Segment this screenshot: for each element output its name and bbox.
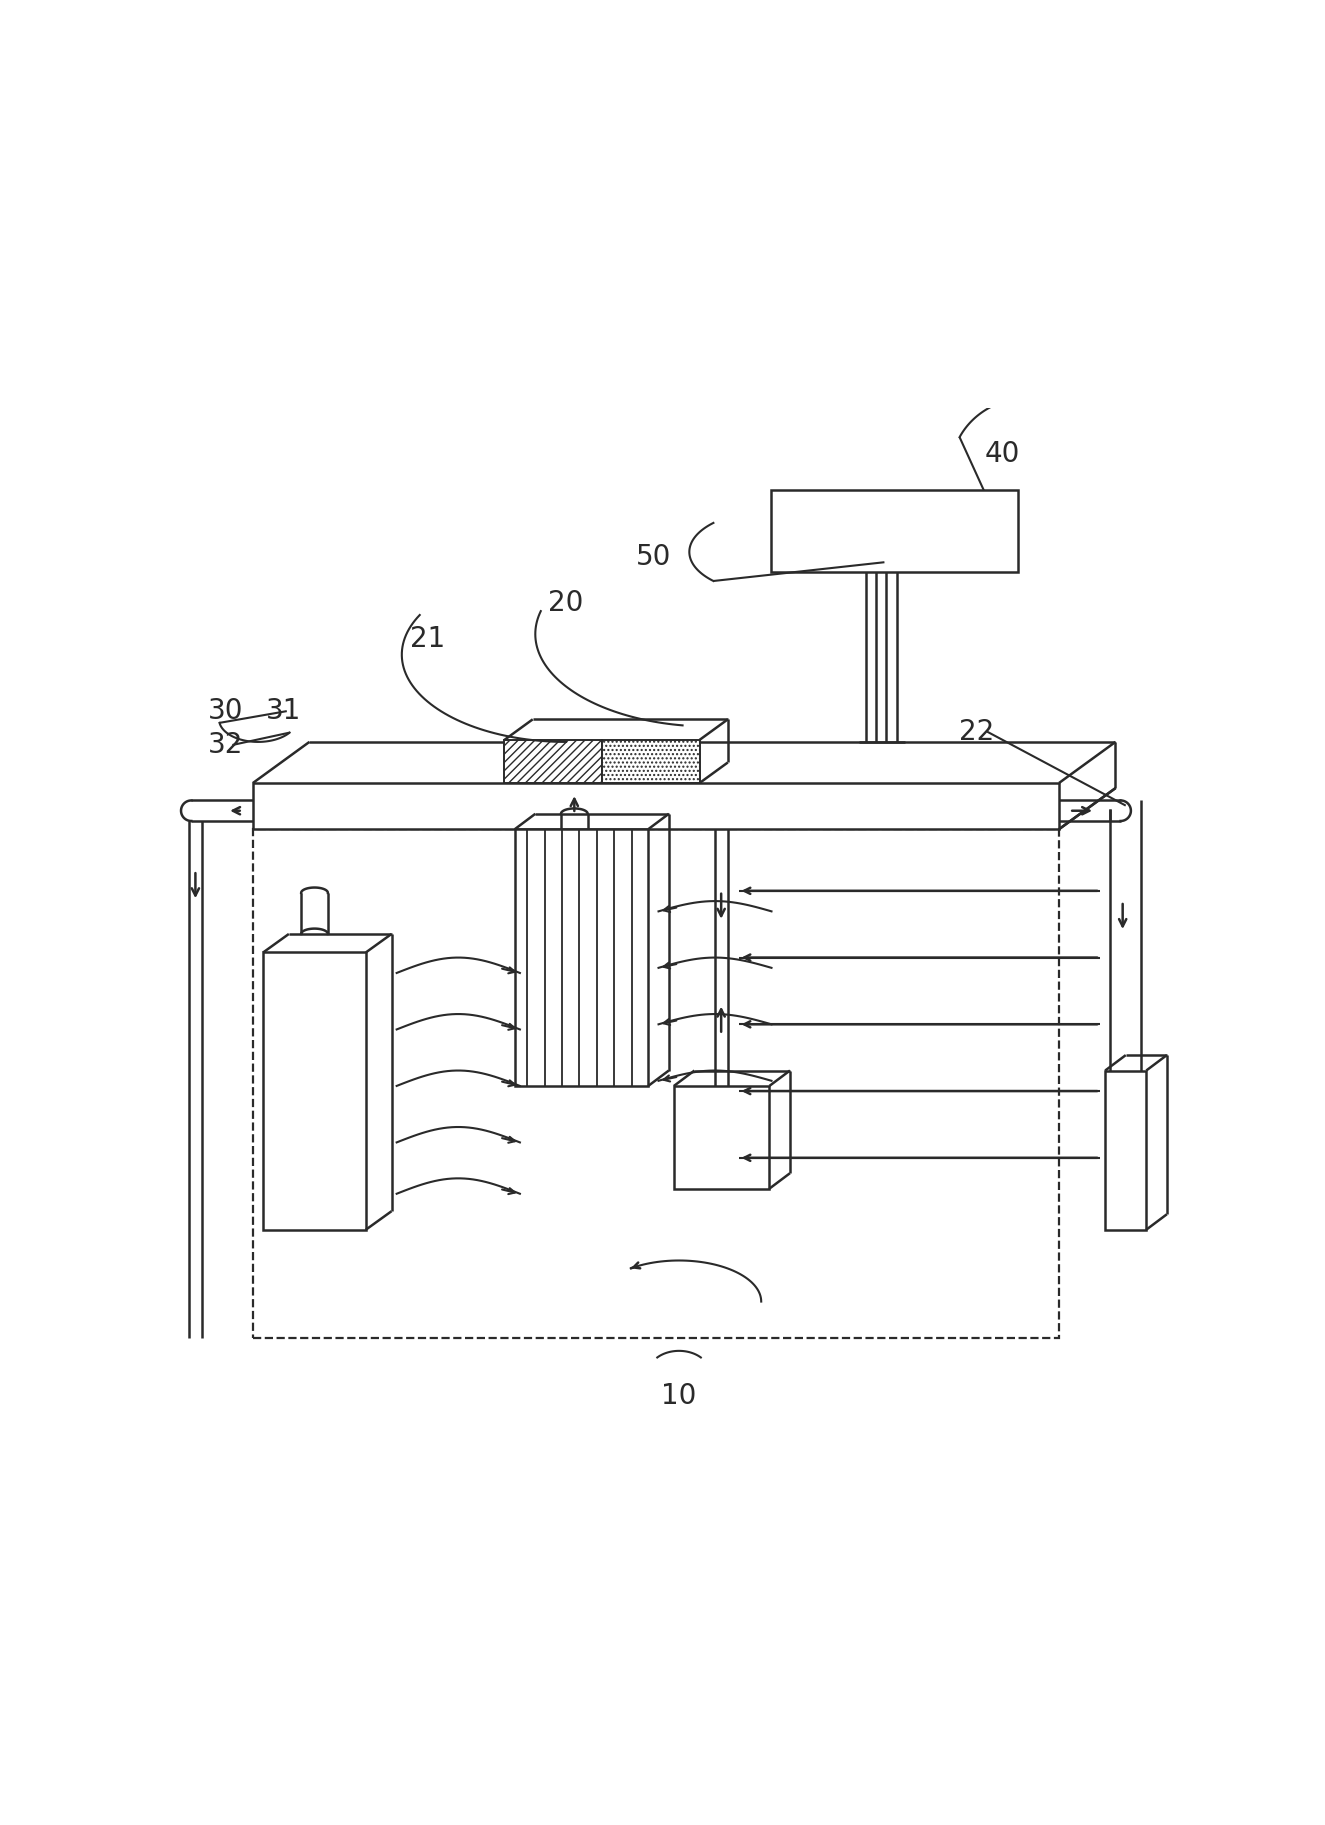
Text: 21: 21 (409, 626, 445, 653)
Bar (253, 829, 1059, 1338)
Text: 30: 30 (208, 697, 242, 725)
Bar (674, 1086, 770, 1188)
Text: 20: 20 (549, 589, 584, 617)
Text: 22: 22 (959, 717, 995, 746)
Bar (602, 739, 700, 783)
Bar (264, 953, 366, 1230)
Bar (253, 783, 1059, 829)
Text: 31: 31 (266, 697, 301, 725)
Bar (1105, 1071, 1146, 1230)
Bar (505, 739, 602, 783)
Text: 32: 32 (208, 732, 242, 759)
Bar (514, 829, 648, 1086)
Text: 50: 50 (636, 544, 670, 571)
Bar (771, 491, 1018, 573)
Text: 10: 10 (661, 1382, 697, 1411)
Text: 40: 40 (984, 440, 1020, 469)
